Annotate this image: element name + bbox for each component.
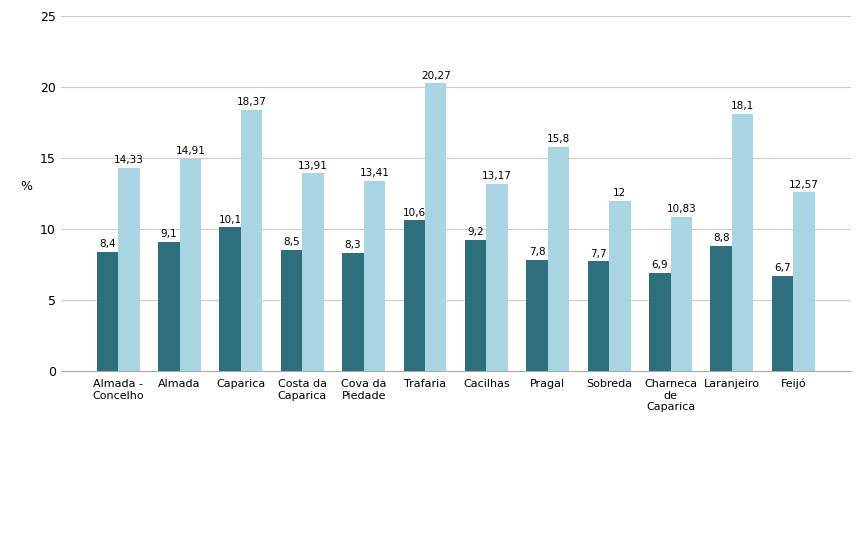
Bar: [793, 192, 815, 371]
Text: 9,2: 9,2: [467, 227, 484, 238]
Text: 8,4: 8,4: [99, 239, 115, 249]
Bar: [118, 167, 140, 371]
Text: 6,9: 6,9: [652, 260, 668, 270]
Text: 18,1: 18,1: [731, 101, 754, 111]
Bar: [732, 114, 753, 371]
Text: 7,7: 7,7: [590, 249, 607, 259]
Text: 20,27: 20,27: [421, 70, 450, 81]
Bar: [180, 159, 201, 371]
Bar: [241, 110, 262, 371]
Y-axis label: %: %: [20, 180, 32, 193]
Text: 12: 12: [614, 187, 627, 198]
Text: 13,17: 13,17: [483, 171, 512, 181]
Text: 8,3: 8,3: [345, 240, 361, 250]
Bar: [649, 273, 670, 371]
Bar: [158, 241, 180, 371]
Text: 10,83: 10,83: [667, 204, 696, 214]
Bar: [710, 246, 732, 371]
Bar: [302, 173, 324, 371]
Text: 15,8: 15,8: [547, 134, 570, 144]
Text: 12,57: 12,57: [789, 180, 819, 190]
Text: 10,1: 10,1: [219, 215, 241, 225]
Bar: [404, 220, 425, 371]
Bar: [280, 250, 302, 371]
Bar: [465, 240, 486, 371]
Text: 13,41: 13,41: [359, 168, 390, 178]
Bar: [220, 227, 241, 371]
Bar: [526, 260, 548, 371]
Bar: [342, 253, 364, 371]
Bar: [548, 147, 569, 371]
Bar: [486, 184, 508, 371]
Text: 14,91: 14,91: [175, 147, 205, 156]
Text: 8,5: 8,5: [283, 237, 299, 247]
Text: 10,6: 10,6: [403, 208, 426, 217]
Bar: [609, 201, 631, 371]
Text: 7,8: 7,8: [529, 247, 545, 257]
Text: 6,7: 6,7: [774, 263, 791, 273]
Text: 9,1: 9,1: [161, 229, 177, 239]
Text: 8,8: 8,8: [713, 233, 729, 243]
Text: 13,91: 13,91: [298, 161, 328, 171]
Bar: [670, 217, 692, 371]
Bar: [364, 180, 385, 371]
Text: 18,37: 18,37: [237, 98, 266, 107]
Bar: [425, 83, 446, 371]
Bar: [96, 252, 118, 371]
Bar: [772, 276, 793, 371]
Text: 14,33: 14,33: [114, 155, 144, 165]
Bar: [588, 262, 609, 371]
